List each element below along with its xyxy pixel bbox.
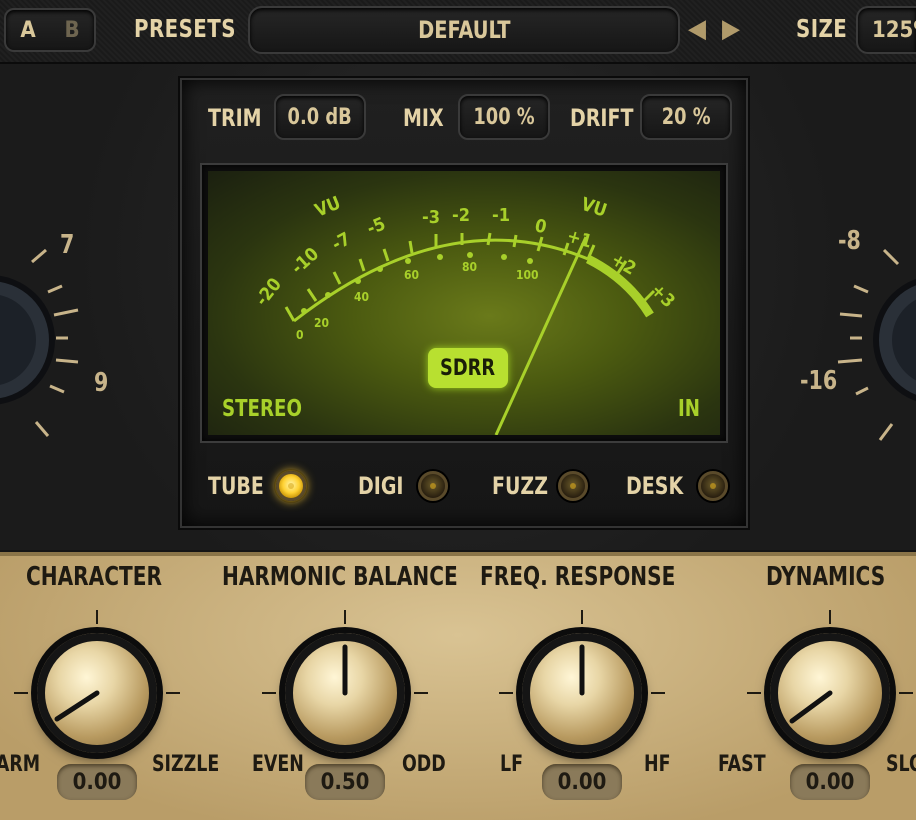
dynamics-knob[interactable]	[770, 633, 890, 753]
pct-label-2: 40	[354, 290, 369, 304]
in-label: IN	[678, 396, 701, 422]
trim-field[interactable]: 0.0 dB	[274, 94, 366, 140]
mix-label: MIX	[403, 104, 444, 132]
db-label-5: -2	[452, 205, 470, 226]
freq-response-knob[interactable]	[522, 633, 642, 753]
preset-name: DEFAULT	[417, 16, 511, 44]
mix-field[interactable]: 100 %	[458, 94, 550, 140]
next-arrow-icon: ▶	[722, 14, 740, 44]
dynamics-knob-pointer	[789, 690, 833, 724]
character-left-label: WARM	[0, 752, 40, 777]
size-value: 125%	[872, 17, 916, 43]
mode-desk-label: DESK	[626, 472, 684, 500]
presets-label: PRESETS	[134, 14, 236, 43]
db-label-0: -20	[251, 274, 286, 310]
pct-label-1: 20	[314, 316, 329, 330]
dynamics-right-clip: SLOW	[886, 752, 916, 782]
vu-scale-arc	[293, 238, 589, 323]
db-label-1: -10	[287, 244, 323, 279]
right-scale-ticks	[837, 248, 900, 441]
mode-desk-led[interactable]	[698, 471, 728, 501]
freq-response-value[interactable]: 0.00	[542, 764, 622, 800]
size-selector[interactable]: 125%	[856, 6, 916, 54]
left-scale-ticks	[31, 248, 79, 437]
freq-right-label: HF	[644, 752, 671, 777]
mode-tube-label: TUBE	[208, 472, 264, 500]
dynamics-left-label: FAST	[718, 752, 766, 777]
right-scale-bottom: -16	[800, 366, 838, 396]
pct-label-4: 80	[462, 260, 477, 274]
harmonic-balance-knob-pointer	[342, 644, 348, 696]
dynamics-value[interactable]: 0.00	[790, 764, 870, 800]
harmonic-balance-value[interactable]: 0.50	[305, 764, 385, 800]
harmonic-right-label: ODD	[402, 752, 446, 777]
left-side-knob[interactable]	[0, 210, 110, 460]
character-right-label: SIZZLE	[152, 752, 220, 777]
prev-arrow-icon: ◀	[688, 14, 706, 44]
character-left-clip: WARM	[0, 752, 40, 782]
right-scale-top: -8	[838, 226, 861, 256]
vu-right-label: VU	[578, 194, 609, 222]
character-knob[interactable]	[37, 633, 157, 753]
drift-field[interactable]: 20 %	[640, 94, 732, 140]
trim-label: TRIM	[208, 104, 262, 132]
vu-red-zone-arc	[585, 254, 654, 318]
dynamics-right-label: SLOW	[886, 752, 916, 777]
db-label-10: +3	[646, 280, 678, 312]
character-knob-pointer	[54, 690, 100, 722]
freq-response-knob-pointer	[579, 644, 585, 696]
preset-next-button[interactable]: ▶	[722, 14, 740, 44]
mode-fuzz-label: FUZZ	[492, 472, 548, 500]
knob-tick-rings	[14, 610, 913, 694]
db-label-2: -7	[328, 228, 354, 255]
vu-percent-dots	[301, 252, 533, 314]
mode-digi-led[interactable]	[418, 471, 448, 501]
character-title: CHARACTER	[26, 562, 162, 592]
harmonic-balance-knob[interactable]	[285, 633, 405, 753]
left-scale-bottom: 9	[94, 368, 109, 398]
vu-meter-face: VU VU -20 -10 -7 -5 -3 -2 -1 0 +1 +2 +3 …	[251, 193, 679, 435]
mode-fuzz-led[interactable]	[558, 471, 588, 501]
character-value[interactable]: 0.00	[57, 764, 137, 800]
drift-label: DRIFT	[570, 104, 634, 132]
preset-selector[interactable]: DEFAULT	[248, 6, 680, 54]
left-scale-top: 7	[60, 230, 75, 260]
ab-a-button[interactable]: A	[20, 17, 36, 43]
mode-badge: SDRR	[428, 348, 508, 388]
mode-digi-label: DIGI	[358, 472, 404, 500]
pct-label-5: 100	[516, 268, 539, 282]
stereo-label: STEREO	[222, 396, 302, 422]
right-side-knob[interactable]	[806, 210, 916, 460]
top-bar: A B PRESETS DEFAULT ◀ ▶ SIZE 125%	[0, 0, 916, 64]
vu-meter: VU VU -20 -10 -7 -5 -3 -2 -1 0 +1 +2 +3 …	[208, 171, 720, 435]
harmonic-left-label: EVEN	[252, 752, 304, 777]
ab-b-button[interactable]: B	[64, 17, 80, 43]
dynamics-title: DYNAMICS	[766, 562, 886, 592]
size-label: SIZE	[796, 14, 848, 43]
pct-label-0: 0	[296, 328, 304, 342]
vu-scale-ticks	[284, 232, 656, 322]
pct-label-3: 60	[404, 268, 419, 282]
preset-prev-button[interactable]: ◀	[688, 14, 706, 44]
vu-needle	[494, 236, 588, 435]
vu-left-label: VU	[312, 193, 344, 222]
mix-value: 100 %	[473, 104, 535, 130]
drift-value: 20 %	[661, 104, 711, 130]
db-label-6: -1	[492, 205, 510, 226]
freq-response-title: FREQ. RESPONSE	[480, 562, 676, 592]
harmonic-balance-title: HARMONIC BALANCE	[222, 562, 458, 592]
trim-value: 0.0 dB	[287, 104, 353, 130]
db-label-4: -3	[422, 207, 440, 228]
ab-switch: A B	[4, 8, 96, 52]
db-label-7: 0	[533, 215, 548, 238]
db-label-3: -5	[364, 213, 389, 239]
freq-left-label: LF	[500, 752, 524, 777]
mode-tube-led[interactable]	[276, 471, 306, 501]
